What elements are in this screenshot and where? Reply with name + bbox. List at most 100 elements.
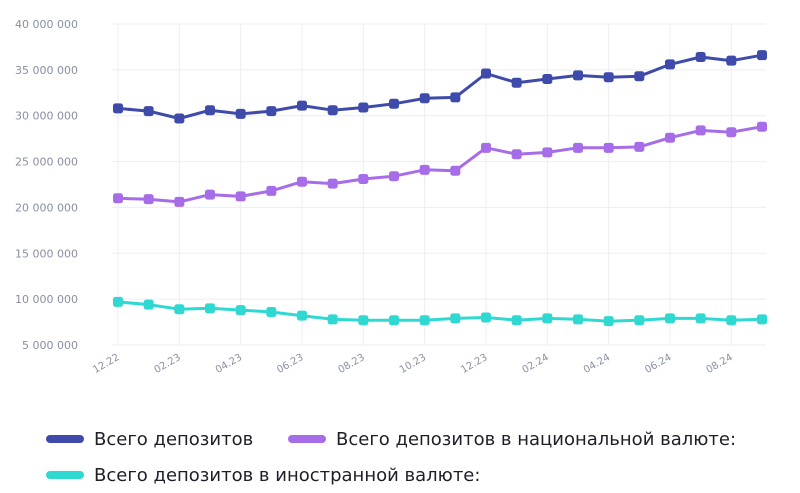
data-point[interactable] bbox=[573, 70, 583, 81]
y-tick-label: 25 000 000 bbox=[15, 156, 78, 169]
data-point[interactable] bbox=[726, 55, 737, 66]
data-point[interactable] bbox=[419, 315, 430, 326]
data-point[interactable] bbox=[358, 173, 369, 184]
data-point[interactable] bbox=[205, 105, 215, 116]
legend-item[interactable]: Всего депозитов в иностранной валюте: bbox=[46, 465, 480, 486]
series-line bbox=[116, 125, 764, 204]
data-point[interactable] bbox=[297, 100, 307, 111]
x-tick-label: 02.24 bbox=[521, 352, 551, 376]
x-tick-label: 04.24 bbox=[582, 352, 612, 376]
data-point[interactable] bbox=[450, 92, 461, 103]
x-tick-label: 02.23 bbox=[153, 352, 183, 376]
data-point[interactable] bbox=[757, 50, 767, 61]
data-point[interactable] bbox=[511, 315, 522, 326]
data-point[interactable] bbox=[205, 189, 215, 200]
x-tick-label: 06.24 bbox=[643, 352, 673, 376]
data-point[interactable] bbox=[205, 303, 215, 314]
data-point[interactable] bbox=[481, 68, 491, 79]
data-point[interactable] bbox=[542, 147, 553, 158]
data-point[interactable] bbox=[327, 314, 338, 325]
data-point[interactable] bbox=[389, 98, 399, 109]
data-point[interactable] bbox=[665, 59, 675, 70]
series-lines bbox=[113, 50, 767, 327]
x-tick-label: 12.22 bbox=[91, 352, 121, 376]
data-point[interactable] bbox=[266, 106, 277, 117]
data-point[interactable] bbox=[143, 299, 154, 310]
y-axis-ticks: 5 000 000 10 000 000 15 000 000 20 000 000 2… bbox=[15, 18, 78, 352]
data-point[interactable] bbox=[235, 108, 246, 119]
data-point[interactable] bbox=[235, 305, 246, 316]
data-point[interactable] bbox=[297, 176, 307, 187]
data-point[interactable] bbox=[542, 313, 553, 324]
series-line bbox=[116, 300, 764, 323]
data-point[interactable] bbox=[695, 313, 706, 324]
legend-item[interactable]: Всего депозитов bbox=[46, 429, 253, 450]
data-point[interactable] bbox=[235, 191, 246, 202]
data-point[interactable] bbox=[358, 315, 369, 326]
y-tick-label: 30 000 000 bbox=[15, 110, 78, 123]
data-point[interactable] bbox=[542, 74, 553, 85]
data-point[interactable] bbox=[634, 71, 645, 82]
data-point[interactable] bbox=[603, 72, 614, 83]
data-point[interactable] bbox=[634, 315, 645, 326]
data-point[interactable] bbox=[266, 306, 277, 317]
data-point[interactable] bbox=[665, 132, 675, 143]
series-2 bbox=[113, 121, 767, 207]
legend: Всего депозитов Всего депозитов в национа… bbox=[46, 429, 736, 486]
y-tick-label: 10 000 000 bbox=[15, 293, 78, 306]
data-point[interactable] bbox=[113, 193, 123, 204]
x-tick-label: 06.23 bbox=[275, 352, 305, 376]
legend-label: Всего депозитов в национальной валюте: bbox=[336, 429, 736, 450]
legend-swatch bbox=[288, 435, 326, 443]
x-tick-label: 12.23 bbox=[459, 352, 489, 376]
data-point[interactable] bbox=[389, 315, 399, 326]
data-point[interactable] bbox=[726, 315, 737, 326]
y-tick-label: 20 000 000 bbox=[15, 201, 78, 214]
data-point[interactable] bbox=[113, 296, 123, 307]
data-point[interactable] bbox=[174, 304, 185, 315]
data-point[interactable] bbox=[757, 314, 767, 325]
x-axis-ticks: 12.22 02.23 04.23 06.23 08.23 10.23 12.23 02.24… bbox=[91, 352, 735, 376]
x-tick-label: 08.24 bbox=[705, 352, 735, 376]
data-point[interactable] bbox=[419, 93, 430, 104]
data-point[interactable] bbox=[327, 105, 338, 116]
data-point[interactable] bbox=[481, 312, 491, 323]
x-tick-label: 10.23 bbox=[398, 352, 428, 376]
legend-swatch bbox=[46, 471, 84, 479]
data-point[interactable] bbox=[389, 171, 399, 182]
data-point[interactable] bbox=[573, 142, 583, 153]
y-tick-label: 5 000 000 bbox=[22, 339, 78, 352]
legend-label: Всего депозитов bbox=[94, 429, 253, 450]
data-point[interactable] bbox=[450, 165, 461, 176]
data-point[interactable] bbox=[327, 178, 338, 189]
legend-item[interactable]: Всего депозитов в национальной валюте: bbox=[288, 429, 736, 450]
data-point[interactable] bbox=[511, 77, 522, 88]
data-point[interactable] bbox=[450, 313, 461, 324]
data-point[interactable] bbox=[481, 142, 491, 153]
data-point[interactable] bbox=[726, 127, 737, 138]
grid bbox=[112, 23, 766, 346]
data-point[interactable] bbox=[757, 121, 767, 132]
x-tick-label: 04.23 bbox=[214, 352, 244, 376]
data-point[interactable] bbox=[634, 141, 645, 152]
data-point[interactable] bbox=[174, 196, 185, 207]
data-point[interactable] bbox=[695, 125, 706, 136]
data-point[interactable] bbox=[511, 149, 522, 160]
data-point[interactable] bbox=[695, 52, 706, 63]
series-1 bbox=[113, 50, 767, 124]
data-point[interactable] bbox=[174, 113, 185, 124]
data-point[interactable] bbox=[143, 194, 154, 205]
data-point[interactable] bbox=[266, 185, 277, 196]
data-point[interactable] bbox=[113, 103, 123, 114]
data-point[interactable] bbox=[603, 142, 614, 153]
data-point[interactable] bbox=[143, 106, 154, 117]
data-point[interactable] bbox=[297, 310, 307, 321]
data-point[interactable] bbox=[419, 164, 430, 175]
data-point[interactable] bbox=[358, 102, 369, 113]
data-point[interactable] bbox=[603, 316, 614, 327]
data-point[interactable] bbox=[665, 313, 675, 324]
data-point[interactable] bbox=[573, 314, 583, 325]
series-line bbox=[116, 53, 764, 120]
